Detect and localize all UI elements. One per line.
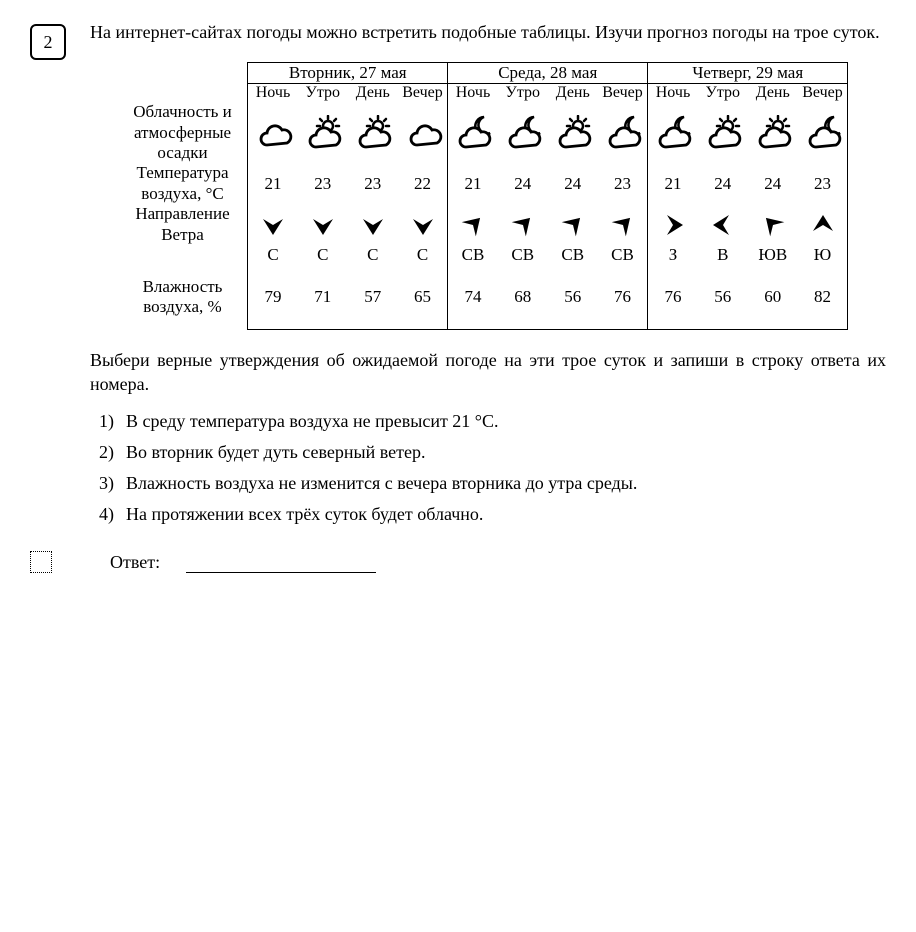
opt-num-2: 2) xyxy=(90,442,114,463)
day-header-2: Четверг, 29 мая xyxy=(648,63,848,84)
temp-value: 23 xyxy=(348,163,398,204)
wind-arrow-icon xyxy=(398,204,448,245)
wind-arrow-icon xyxy=(448,204,498,245)
weather-icon xyxy=(348,102,398,163)
temp-value: 22 xyxy=(398,163,448,204)
humidity-value: 74 xyxy=(448,265,498,330)
humidity-value: 56 xyxy=(548,265,598,330)
row-wind-label: Направление Ветра xyxy=(118,204,248,245)
humidity-value: 71 xyxy=(298,265,348,330)
opt-text-4: На протяжении всех трёх суток будет обла… xyxy=(126,504,483,525)
intro-text: На интернет-сайтах погоды можно встретит… xyxy=(90,20,886,44)
tod-label: Вечер xyxy=(598,84,648,103)
answer-label: Ответ: xyxy=(110,552,160,573)
answer-line[interactable] xyxy=(186,555,376,573)
wind-arrow-icon xyxy=(748,204,798,245)
post-text: Выбери верные утверждения об ожидаемой п… xyxy=(90,348,886,397)
tod-label: Ночь xyxy=(448,84,498,103)
humidity-value: 76 xyxy=(648,265,698,330)
humidity-value: 79 xyxy=(248,265,298,330)
opt-text-1: В среду температура воздуха не превысит … xyxy=(126,411,499,432)
weather-icon xyxy=(748,102,798,163)
opt-num-3: 3) xyxy=(90,473,114,494)
wind-arrow-icon xyxy=(598,204,648,245)
answer-checkbox[interactable] xyxy=(30,551,52,573)
humidity-value: 57 xyxy=(348,265,398,330)
temp-value: 23 xyxy=(598,163,648,204)
humidity-value: 56 xyxy=(698,265,748,330)
wind-dir-label: С xyxy=(398,245,448,265)
tod-label: Утро xyxy=(698,84,748,103)
wind-dir-label: СВ xyxy=(448,245,498,265)
tod-label: День xyxy=(548,84,598,103)
weather-icon xyxy=(448,102,498,163)
wind-arrow-icon xyxy=(798,204,848,245)
tod-label: День xyxy=(748,84,798,103)
humidity-value: 76 xyxy=(598,265,648,330)
weather-icon xyxy=(398,102,448,163)
temp-value: 24 xyxy=(498,163,548,204)
wind-arrow-icon xyxy=(648,204,698,245)
opt-text-3: Влажность воздуха не изменится с вечера … xyxy=(126,473,637,494)
wind-dir-label: СВ xyxy=(598,245,648,265)
wind-dir-label: ЮВ xyxy=(748,245,798,265)
row-clouds-label: Облачность и атмосферные осадки xyxy=(118,102,248,163)
temp-value: 21 xyxy=(648,163,698,204)
wind-dir-label: С xyxy=(298,245,348,265)
wind-arrow-icon xyxy=(548,204,598,245)
row-humidity-label: Влажность воздуха, % xyxy=(118,265,248,330)
humidity-value: 68 xyxy=(498,265,548,330)
temp-value: 24 xyxy=(548,163,598,204)
temp-value: 21 xyxy=(448,163,498,204)
opt-num-4: 4) xyxy=(90,504,114,525)
wind-dir-label: СВ xyxy=(548,245,598,265)
wind-dir-label: СВ xyxy=(498,245,548,265)
weather-table: Вторник, 27 мая Среда, 28 мая Четверг, 2… xyxy=(118,62,849,330)
wind-dir-label: Ю xyxy=(798,245,848,265)
temp-value: 23 xyxy=(298,163,348,204)
weather-icon xyxy=(698,102,748,163)
temp-value: 24 xyxy=(748,163,798,204)
tod-label: Ночь xyxy=(648,84,698,103)
humidity-value: 82 xyxy=(798,265,848,330)
humidity-value: 60 xyxy=(748,265,798,330)
tod-label: Вечер xyxy=(798,84,848,103)
question-number: 2 xyxy=(30,24,66,60)
wind-dir-label: В xyxy=(698,245,748,265)
wind-arrow-icon xyxy=(298,204,348,245)
row-temp-label: Температура воздуха, °C xyxy=(118,163,248,204)
tod-label: Ночь xyxy=(248,84,298,103)
tod-label: Утро xyxy=(498,84,548,103)
wind-arrow-icon xyxy=(248,204,298,245)
weather-icon xyxy=(498,102,548,163)
weather-icon xyxy=(798,102,848,163)
opt-num-1: 1) xyxy=(90,411,114,432)
tod-label: Вечер xyxy=(398,84,448,103)
wind-arrow-icon xyxy=(698,204,748,245)
humidity-value: 65 xyxy=(398,265,448,330)
day-header-0: Вторник, 27 мая xyxy=(248,63,448,84)
wind-arrow-icon xyxy=(498,204,548,245)
temp-value: 21 xyxy=(248,163,298,204)
tod-label: Утро xyxy=(298,84,348,103)
temp-value: 23 xyxy=(798,163,848,204)
weather-icon xyxy=(548,102,598,163)
wind-dir-label: З xyxy=(648,245,698,265)
wind-dir-label: С xyxy=(248,245,298,265)
weather-icon xyxy=(598,102,648,163)
day-header-1: Среда, 28 мая xyxy=(448,63,648,84)
temp-value: 24 xyxy=(698,163,748,204)
weather-icon xyxy=(248,102,298,163)
weather-icon xyxy=(648,102,698,163)
opt-text-2: Во вторник будет дуть северный ветер. xyxy=(126,442,425,463)
wind-arrow-icon xyxy=(348,204,398,245)
tod-label: День xyxy=(348,84,398,103)
options-list: 1) В среду температура воздуха не превыси… xyxy=(90,411,886,525)
wind-dir-label: С xyxy=(348,245,398,265)
weather-icon xyxy=(298,102,348,163)
